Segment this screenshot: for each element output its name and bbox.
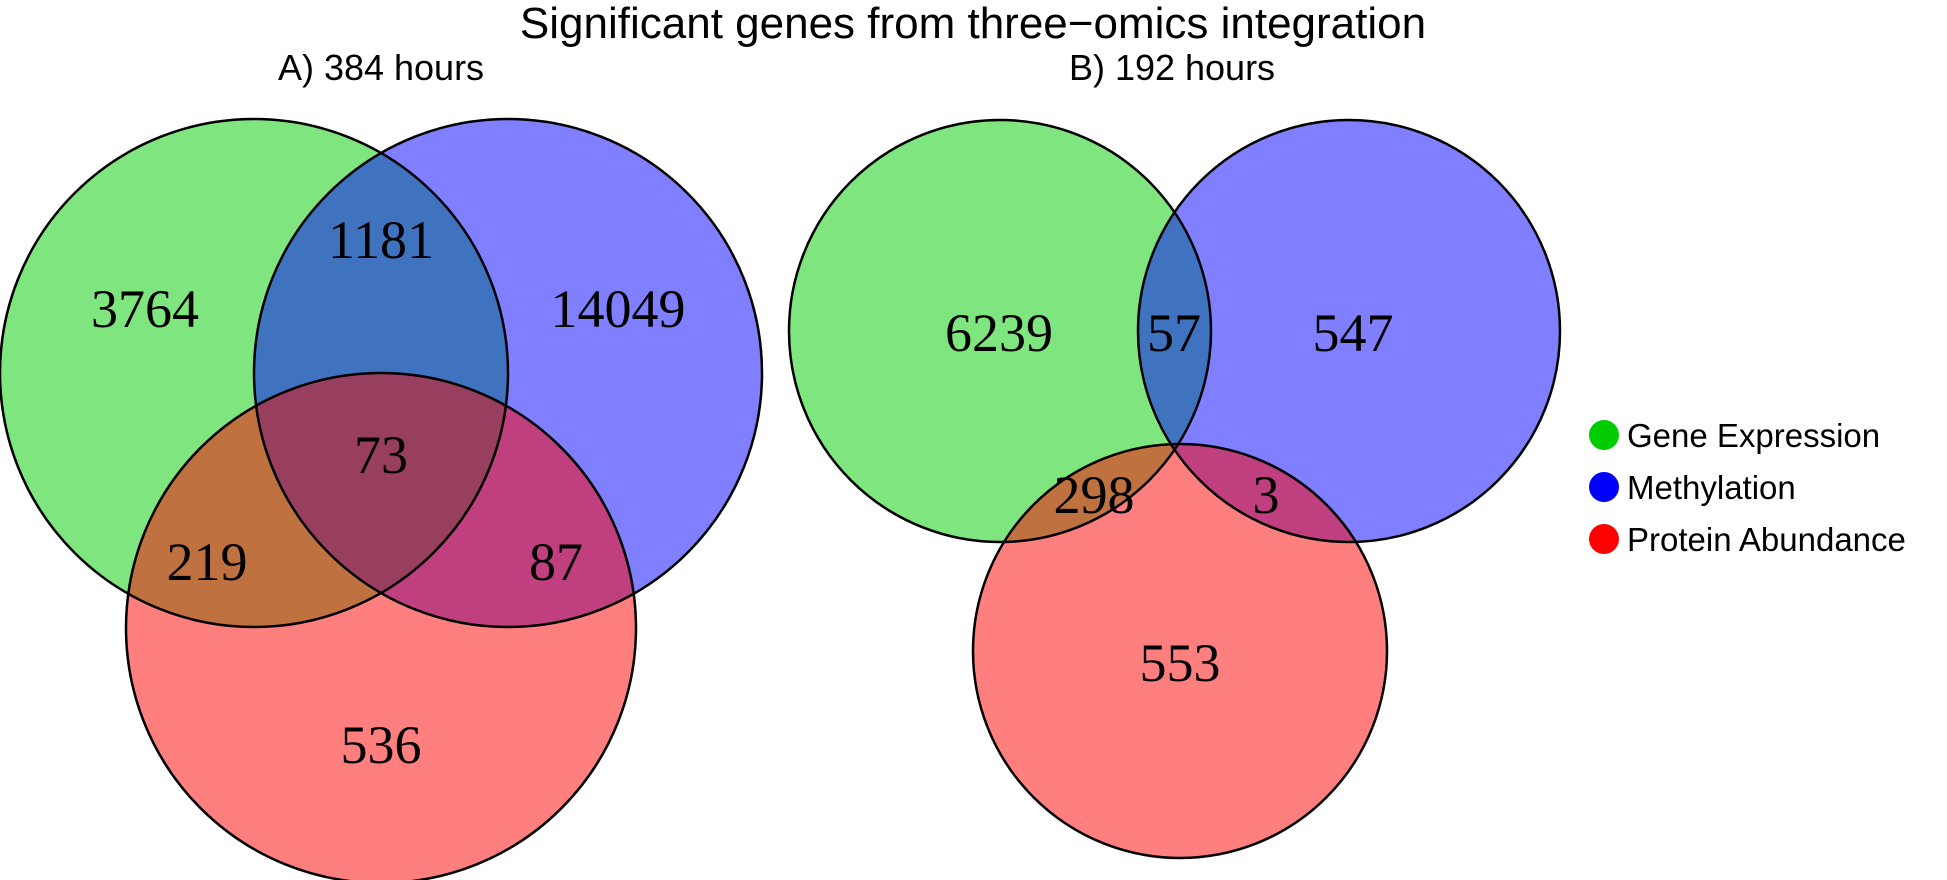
panel-a-methylation-protein-abundance-count: 87 [529,532,583,592]
panel-b-title: B) 192 hours [1069,47,1275,88]
panel-b: B) 192 hours 6239 57 547 298 3 553 [787,47,1562,860]
legend-label-gene-expression: Gene Expression [1627,417,1880,454]
panel-b-gene-expression-methylation-count: 57 [1147,303,1201,363]
panel-a-gene-expression-protein-abundance-count: 219 [167,532,248,592]
panel-a-methylation-only-count: 14049 [551,279,686,339]
legend-item-gene-expression: Gene Expression [1589,417,1880,454]
panel-b-gene-expression-protein-abundance-count: 298 [1054,465,1135,525]
panel-a-protein-abundance-only-count: 536 [341,715,422,775]
panel-a-gene-expression-only-count: 3764 [91,279,199,339]
panel-b-methylation-protein-abundance-count: 3 [1253,465,1280,525]
panel-b-methylation-only-count: 547 [1313,303,1394,363]
panel-b-protein-abundance-only-count: 553 [1140,633,1221,693]
panel-a-title: A) 384 hours [278,47,484,88]
panel-a: A) 384 hours 3764 1181 14049 73 219 87 5… [0,47,764,880]
legend-label-methylation: Methylation [1627,469,1796,506]
legend-swatch-methylation [1589,472,1619,502]
legend: Gene Expression Methylation Protein Abun… [1589,417,1906,558]
legend-item-protein-abundance: Protein Abundance [1589,521,1906,558]
legend-swatch-protein-abundance [1589,524,1619,554]
panel-a-all-three-count: 73 [354,425,408,485]
panel-b-gene-expression-only-count: 6239 [945,303,1053,363]
panel-a-gene-expression-methylation-count: 1181 [328,210,434,270]
legend-label-protein-abundance: Protein Abundance [1627,521,1906,558]
figure-title: Significant genes from three−omics integ… [520,0,1426,48]
legend-swatch-gene-expression [1589,420,1619,450]
legend-item-methylation: Methylation [1589,469,1796,506]
